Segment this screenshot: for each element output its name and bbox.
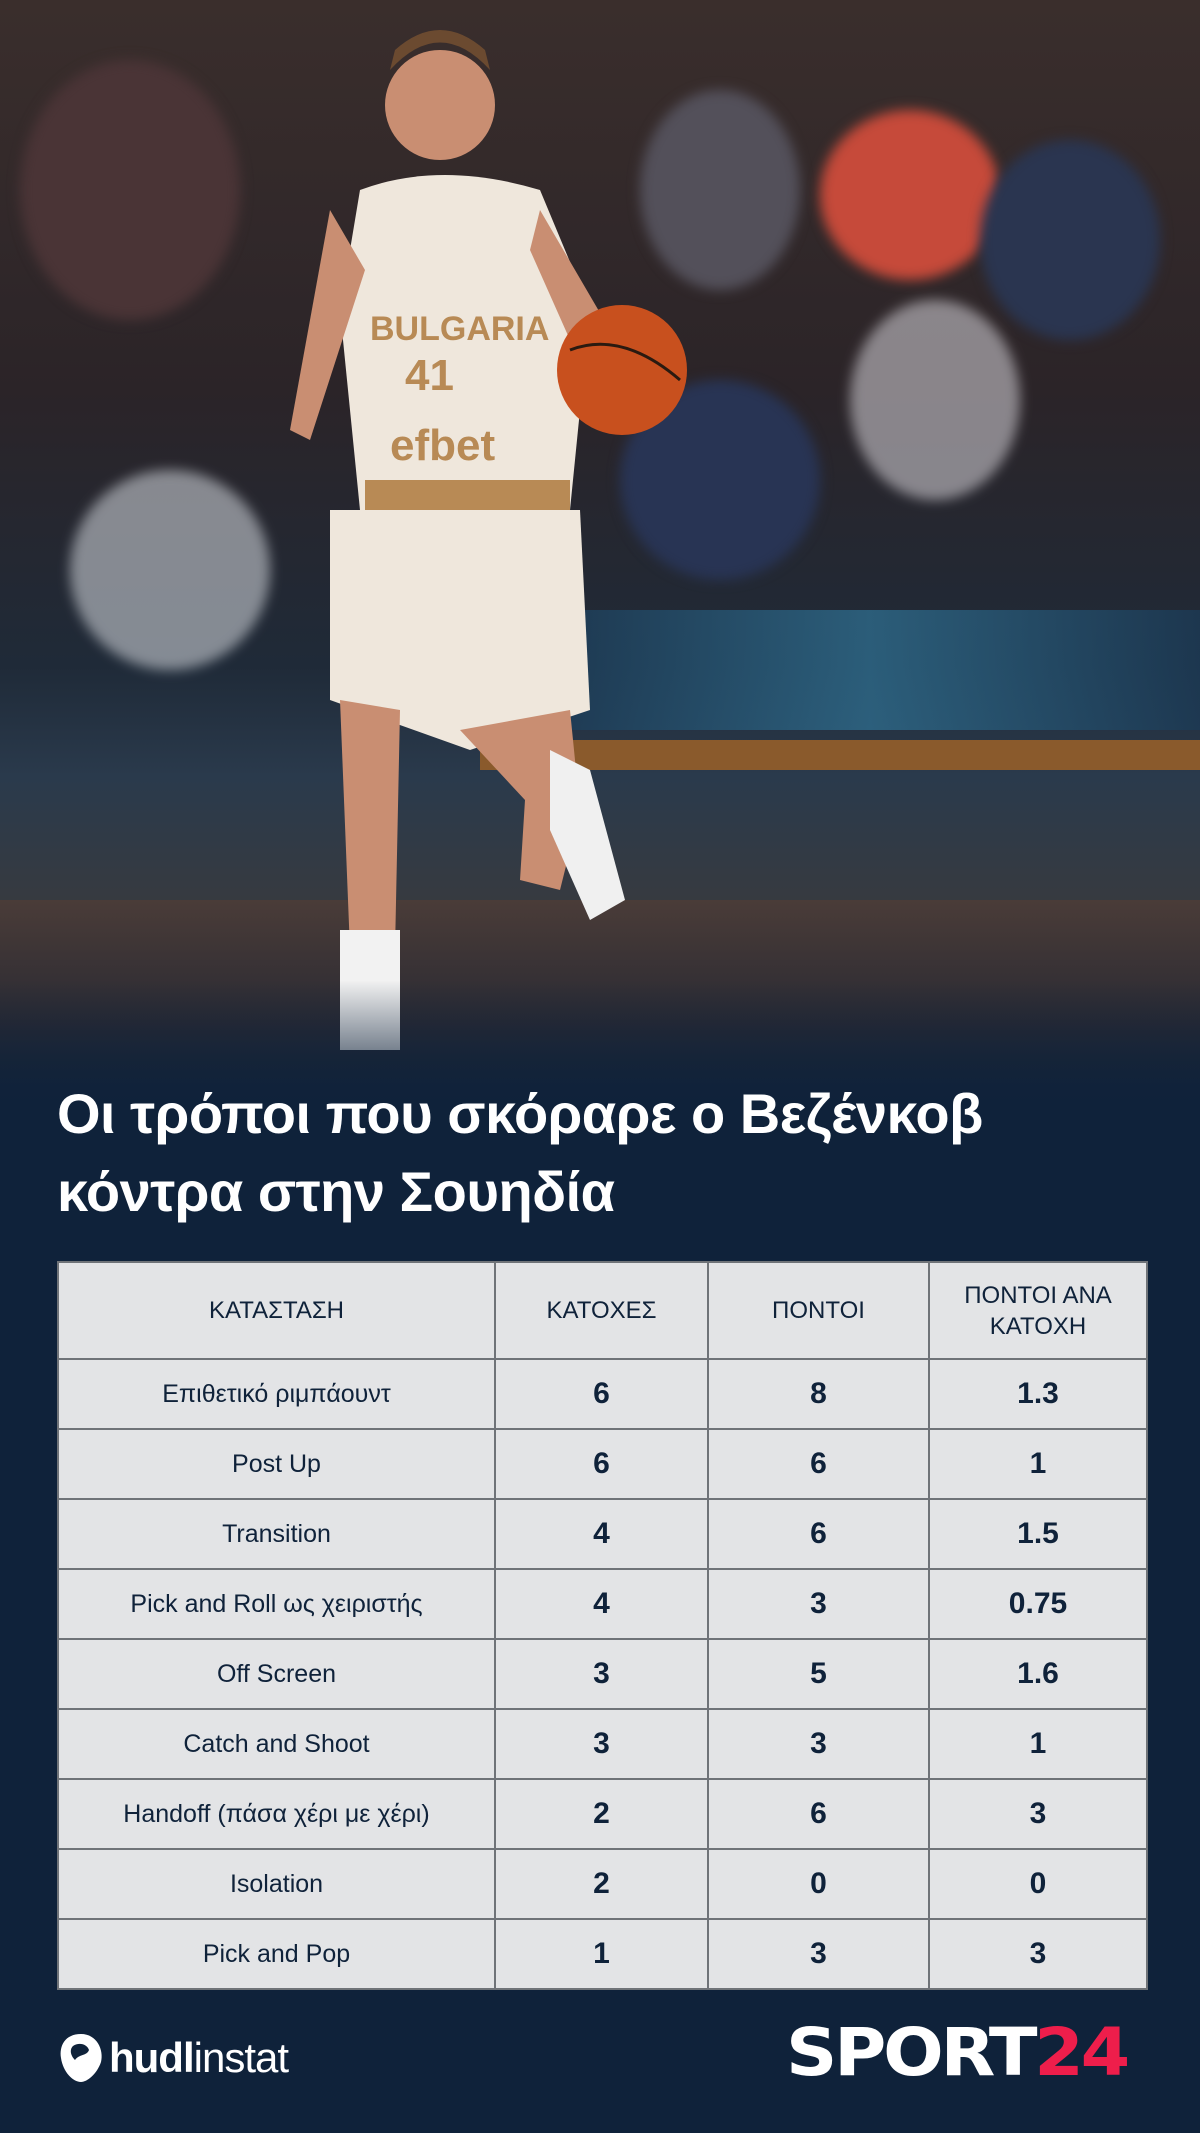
cell-situation: Isolation — [57, 1848, 496, 1920]
table-row: Επιθετικό ριμπάουντ 6 8 1.3 — [57, 1358, 1148, 1430]
table-row: Isolation 2 0 0 — [57, 1848, 1148, 1920]
cell-situation: Pick and Pop — [57, 1918, 496, 1990]
player-image: BULGARIA 41 efbet — [290, 30, 687, 1050]
cell-situation: Off Screen — [57, 1638, 496, 1710]
cell-situation: Catch and Shoot — [57, 1708, 496, 1780]
cell-points-per-possession: 3 — [928, 1918, 1148, 1990]
cell-points: 5 — [707, 1638, 930, 1710]
hudl-logo-icon — [60, 2034, 102, 2082]
cell-situation: Transition — [57, 1498, 496, 1570]
instat-text: instat — [193, 2034, 289, 2081]
cell-points-per-possession: 0.75 — [928, 1568, 1148, 1640]
cell-points-per-possession: 1.6 — [928, 1638, 1148, 1710]
sport24-logo: SPORT24 — [786, 2020, 1130, 2086]
header-situation: ΚΑΤΑΣΤΑΣΗ — [57, 1261, 496, 1360]
table-row: Post Up 6 6 1 — [57, 1428, 1148, 1500]
cell-possessions: 3 — [494, 1708, 709, 1780]
jersey-number: 41 — [405, 351, 454, 400]
cell-points-per-possession: 3 — [928, 1778, 1148, 1850]
header-points-per-possession: ΠΟΝΤΟΙ ΑΝΑ ΚΑΤΟΧΗ — [928, 1261, 1148, 1360]
hero-photo: BULGARIA 41 efbet — [0, 0, 1200, 1110]
table-header-row: ΚΑΤΑΣΤΑΣΗ ΚΑΤΟΧΕΣ ΠΟΝΤΟΙ ΠΟΝΤΟΙ ΑΝΑ ΚΑΤΟ… — [57, 1261, 1148, 1360]
cell-possessions: 4 — [494, 1568, 709, 1640]
cell-possessions: 3 — [494, 1638, 709, 1710]
page-title: Οι τρόποι που σκόραρε ο Βεζένκοβ κόντρα … — [57, 1082, 983, 1223]
jersey-text: BULGARIA — [370, 310, 549, 348]
jersey-sponsor: efbet — [390, 421, 495, 470]
cell-points: 0 — [707, 1848, 930, 1920]
table-row: Handoff (πάσα χέρι με χέρι) 2 6 3 — [57, 1778, 1148, 1850]
cell-possessions: 6 — [494, 1428, 709, 1500]
header-points: ΠΟΝΤΟΙ — [707, 1261, 930, 1360]
cell-possessions: 4 — [494, 1498, 709, 1570]
cell-possessions: 2 — [494, 1848, 709, 1920]
cell-points: 3 — [707, 1568, 930, 1640]
cell-points-per-possession: 1 — [928, 1428, 1148, 1500]
sport-24-text: 24 — [1034, 2014, 1130, 2091]
cell-points: 6 — [707, 1498, 930, 1570]
cell-points-per-possession: 1.5 — [928, 1498, 1148, 1570]
sport-text: SPORT — [786, 2014, 1038, 2091]
cell-points: 3 — [707, 1918, 930, 1990]
table-row: Catch and Shoot 3 3 1 — [57, 1708, 1148, 1780]
cell-points: 8 — [707, 1358, 930, 1430]
cell-situation: Pick and Roll ως χειριστής — [57, 1568, 496, 1640]
cell-points: 3 — [707, 1708, 930, 1780]
cell-possessions: 6 — [494, 1358, 709, 1430]
stats-table: ΚΑΤΑΣΤΑΣΗ ΚΑΤΟΧΕΣ ΠΟΝΤΟΙ ΠΟΝΤΟΙ ΑΝΑ ΚΑΤΟ… — [57, 1261, 1148, 1990]
table-row: Pick and Roll ως χειριστής 4 3 0.75 — [57, 1568, 1148, 1640]
cell-points-per-possession: 1.3 — [928, 1358, 1148, 1430]
cell-points: 6 — [707, 1428, 930, 1500]
cell-possessions: 1 — [494, 1918, 709, 1990]
hudl-text: hudl — [109, 2034, 195, 2081]
cell-points: 6 — [707, 1778, 930, 1850]
cell-situation: Post Up — [57, 1428, 496, 1500]
cell-situation: Επιθετικό ριμπάουντ — [57, 1358, 496, 1430]
cell-points-per-possession: 0 — [928, 1848, 1148, 1920]
cell-points-per-possession: 1 — [928, 1708, 1148, 1780]
cell-possessions: 2 — [494, 1778, 709, 1850]
table-row: Pick and Pop 1 3 3 — [57, 1918, 1148, 1990]
hudl-instat-logo: hudl instat — [57, 2032, 289, 2084]
header-possessions: ΚΑΤΟΧΕΣ — [494, 1261, 709, 1360]
table-row: Transition 4 6 1.5 — [57, 1498, 1148, 1570]
table-row: Off Screen 3 5 1.6 — [57, 1638, 1148, 1710]
cell-situation: Handoff (πάσα χέρι με χέρι) — [57, 1778, 496, 1850]
